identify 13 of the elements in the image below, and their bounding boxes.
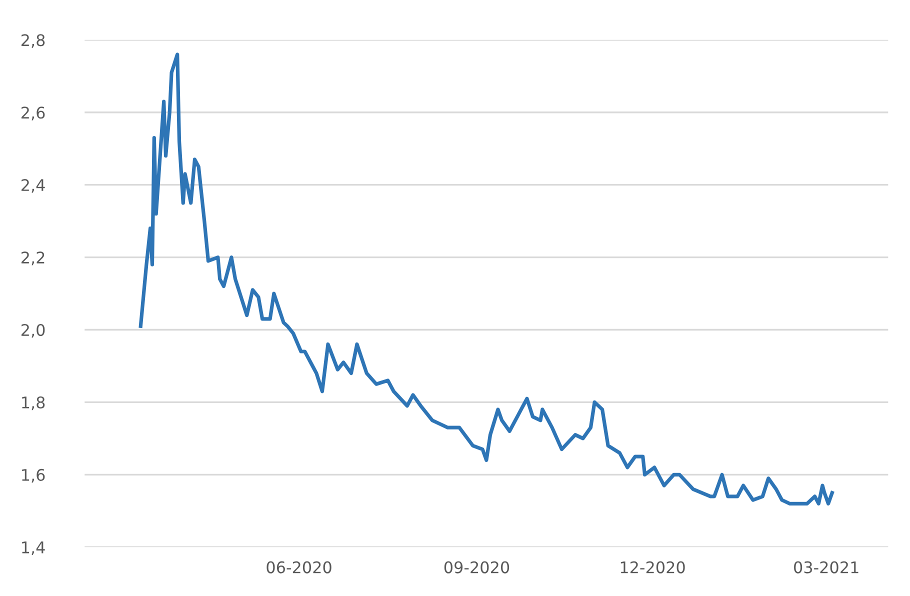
y-tick-label: 1,4 [22,542,45,556]
x-tick-label: 03-2021 [794,561,858,574]
y-tick-label: 2,0 [22,324,45,338]
y-tick-label: 2,2 [22,252,44,266]
y-tick-label: 1,8 [22,396,45,410]
line-series [138,52,834,506]
y-tick-label: 1,6 [22,468,45,483]
y-tick-label: 2,8 [22,34,45,48]
y-tick-label: 2,6 [22,106,45,120]
x-tick-label: 12-2020 [620,561,685,574]
x-tick-label: 09-2020 [444,561,510,574]
x-tick-label: 06-2020 [266,561,332,574]
y-tick-label: 2,4 [22,179,45,193]
